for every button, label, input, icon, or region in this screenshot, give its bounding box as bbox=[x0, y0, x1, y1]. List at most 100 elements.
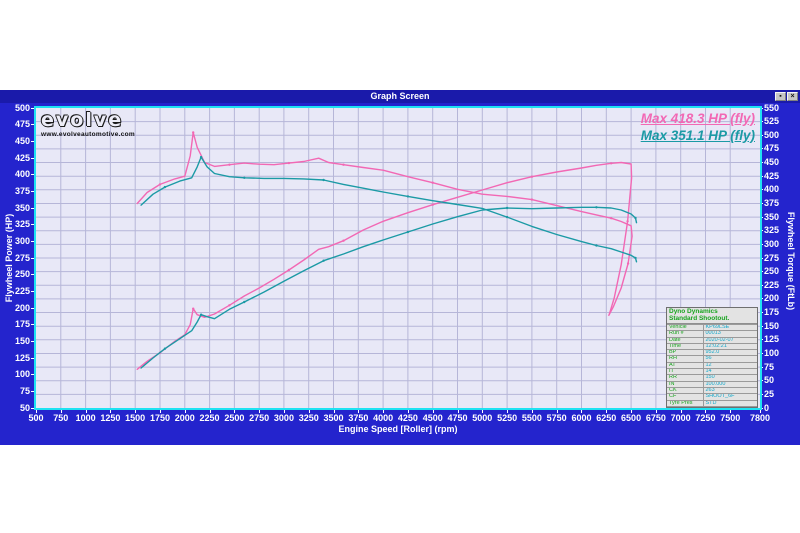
rpm-tick-label: 4250 bbox=[388, 410, 428, 423]
window-restore-button[interactable]: ▪ bbox=[775, 92, 786, 101]
rpm-tick-label: 3750 bbox=[338, 410, 378, 423]
info-row-value: 12 bbox=[703, 361, 757, 369]
rpm-tick-label: 5500 bbox=[512, 410, 552, 423]
rpm-tick-label: 2250 bbox=[190, 410, 230, 423]
info-table: Vehicle KP69LSE Run #00013 Date 2020-02-07 Ti… bbox=[667, 323, 757, 407]
info-row: RH 56 bbox=[667, 355, 757, 363]
hp-tick-label: 150 bbox=[0, 336, 34, 346]
evolve-logo-text: evolve bbox=[41, 109, 124, 131]
info-row: AT 12 bbox=[667, 361, 757, 369]
info-row-value: 14 bbox=[703, 368, 757, 375]
hp-tick-label: 450 bbox=[0, 136, 34, 146]
info-row-value: 00013 bbox=[703, 330, 757, 338]
info-row: BP 952.0 bbox=[667, 349, 757, 356]
info-row-label: Vehicle bbox=[667, 323, 704, 331]
info-row-label: IT bbox=[667, 368, 704, 375]
rpm-tick-label: 1750 bbox=[140, 410, 180, 423]
rpm-tick-label: 7500 bbox=[710, 410, 750, 423]
rpm-tick-label: 3000 bbox=[264, 410, 304, 423]
hp-tick-label: 300 bbox=[0, 236, 34, 246]
graph-window: Graph Screen ▪ × Flywheel Power (HP) Fly… bbox=[0, 90, 800, 445]
info-title-line2: Standard Shootout. bbox=[669, 314, 730, 322]
info-row: Tyre Pres STD bbox=[667, 399, 757, 407]
rpm-tick-label: 5000 bbox=[462, 410, 502, 423]
info-row-label: Time bbox=[667, 342, 704, 350]
right-axis-ticks: 550 525 500 475 450 425 400 375 350 325 300 275 250 2… bbox=[760, 103, 798, 445]
rpm-tick-label: 7000 bbox=[661, 410, 701, 423]
info-row-value: 5 bbox=[703, 405, 757, 407]
info-row-label: BP bbox=[667, 349, 704, 356]
info-row-value: 56 bbox=[703, 355, 757, 363]
info-row-label: Date bbox=[667, 336, 704, 344]
info-row-label: CF bbox=[667, 393, 704, 401]
info-row: IT 14 bbox=[667, 368, 757, 375]
window-titlebar[interactable]: Graph Screen ▪ × bbox=[0, 90, 800, 103]
info-row-label: RH bbox=[667, 355, 704, 363]
window-close-button[interactable]: × bbox=[787, 92, 798, 101]
rpm-tick-label: 7250 bbox=[685, 410, 725, 423]
rpm-tick-label: 6000 bbox=[561, 410, 601, 423]
torque-tick-label: 100 bbox=[760, 348, 794, 358]
rpm-tick-label: 6500 bbox=[611, 410, 651, 423]
torque-tick-label: 525 bbox=[760, 117, 794, 126]
torque-tick-label: 175 bbox=[760, 308, 794, 317]
info-row-value: STD bbox=[703, 399, 757, 407]
rpm-tick-label: 2500 bbox=[214, 410, 254, 423]
hp-tick-label: 475 bbox=[0, 120, 34, 129]
rpm-tick-label: 2750 bbox=[239, 410, 279, 423]
info-row-label: Tyre Pres bbox=[667, 399, 704, 407]
hp-tick-label: 400 bbox=[0, 170, 34, 179]
info-row: Time 12:02:21 bbox=[667, 342, 757, 350]
left-axis-ticks: 500 475 450 425 400 375 350 325 300 275 250 225 200 1… bbox=[0, 103, 34, 445]
torque-tick-label: 350 bbox=[760, 212, 794, 222]
torque-tick-label: 450 bbox=[760, 158, 794, 167]
info-row: CK 263 bbox=[667, 386, 757, 394]
hp-tick-label: 500 bbox=[0, 103, 34, 113]
legend-max-hp-run1: Max 418.3 HP (fly) bbox=[640, 111, 755, 126]
rpm-tick-label: 2000 bbox=[165, 410, 205, 423]
info-row-value: 12:02:21 bbox=[703, 342, 757, 350]
hp-tick-label: 325 bbox=[0, 220, 34, 229]
info-row: Date 2020-02-07 bbox=[667, 336, 757, 344]
chart-canvas: Flywheel Power (HP) Flywheel Torque (FtL… bbox=[0, 103, 800, 445]
window-title: Graph Screen bbox=[370, 91, 430, 101]
info-row: Run #00013 bbox=[667, 330, 757, 338]
info-table-body: Vehicle KP69LSE Run #00013 Date 2020-02-07 Ti… bbox=[667, 323, 757, 407]
chart-legend: Max 418.3 HP (fly) Max 351.1 HP (fly) bbox=[641, 110, 755, 144]
hp-tick-label: 50 bbox=[0, 403, 34, 413]
torque-tick-label: 300 bbox=[760, 239, 794, 249]
hp-tick-label: 350 bbox=[0, 203, 34, 213]
hp-tick-label: 200 bbox=[0, 303, 34, 313]
rpm-tick-label: 5250 bbox=[487, 410, 527, 423]
info-row-value: 263 bbox=[703, 386, 757, 394]
rpm-tick-label: 1000 bbox=[66, 410, 106, 423]
info-row-value: 150 bbox=[703, 374, 757, 382]
torque-tick-label: 50 bbox=[760, 376, 794, 385]
hp-tick-label: 75 bbox=[0, 386, 34, 396]
legend-max-hp-run2: Max 351.1 HP (fly) bbox=[640, 128, 755, 143]
x-axis-title: Engine Speed [Roller] (rpm) bbox=[338, 424, 458, 434]
torque-tick-label: 500 bbox=[760, 130, 794, 140]
curve-run2-power-hp bbox=[140, 206, 638, 369]
torque-tick-label: 275 bbox=[760, 253, 794, 263]
rpm-tick-label: 7800 bbox=[740, 410, 780, 423]
x-axis-ticks: 500 750 1000 1250 1500 1750 2000 2250 2500 2750 30… bbox=[0, 410, 800, 424]
rpm-tick-label: 500 bbox=[16, 410, 56, 423]
torque-tick-label: 150 bbox=[760, 321, 794, 331]
info-row: RR 150 bbox=[667, 374, 757, 382]
torque-tick-label: 200 bbox=[760, 294, 794, 303]
window-buttons: ▪ × bbox=[775, 92, 798, 101]
torque-tick-label: 400 bbox=[760, 185, 794, 194]
info-row-value: 2020-02-07 bbox=[703, 336, 757, 344]
torque-tick-label: 425 bbox=[760, 171, 794, 181]
info-title-line1: Dyno Dynamics bbox=[669, 308, 718, 315]
rpm-tick-label: 4500 bbox=[413, 410, 453, 423]
hp-tick-label: 375 bbox=[0, 186, 34, 196]
info-row: CF SHOOT_6F bbox=[667, 393, 757, 401]
torque-tick-label: 550 bbox=[760, 103, 794, 113]
rpm-tick-label: 3500 bbox=[314, 410, 354, 423]
info-row: IN 100.000 bbox=[667, 380, 757, 388]
rpm-tick-label: 6750 bbox=[636, 410, 676, 423]
info-row-label: Gear bbox=[667, 405, 704, 407]
